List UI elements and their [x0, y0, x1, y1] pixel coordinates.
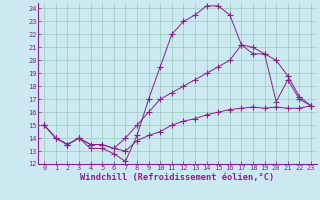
X-axis label: Windchill (Refroidissement éolien,°C): Windchill (Refroidissement éolien,°C) [80, 173, 275, 182]
